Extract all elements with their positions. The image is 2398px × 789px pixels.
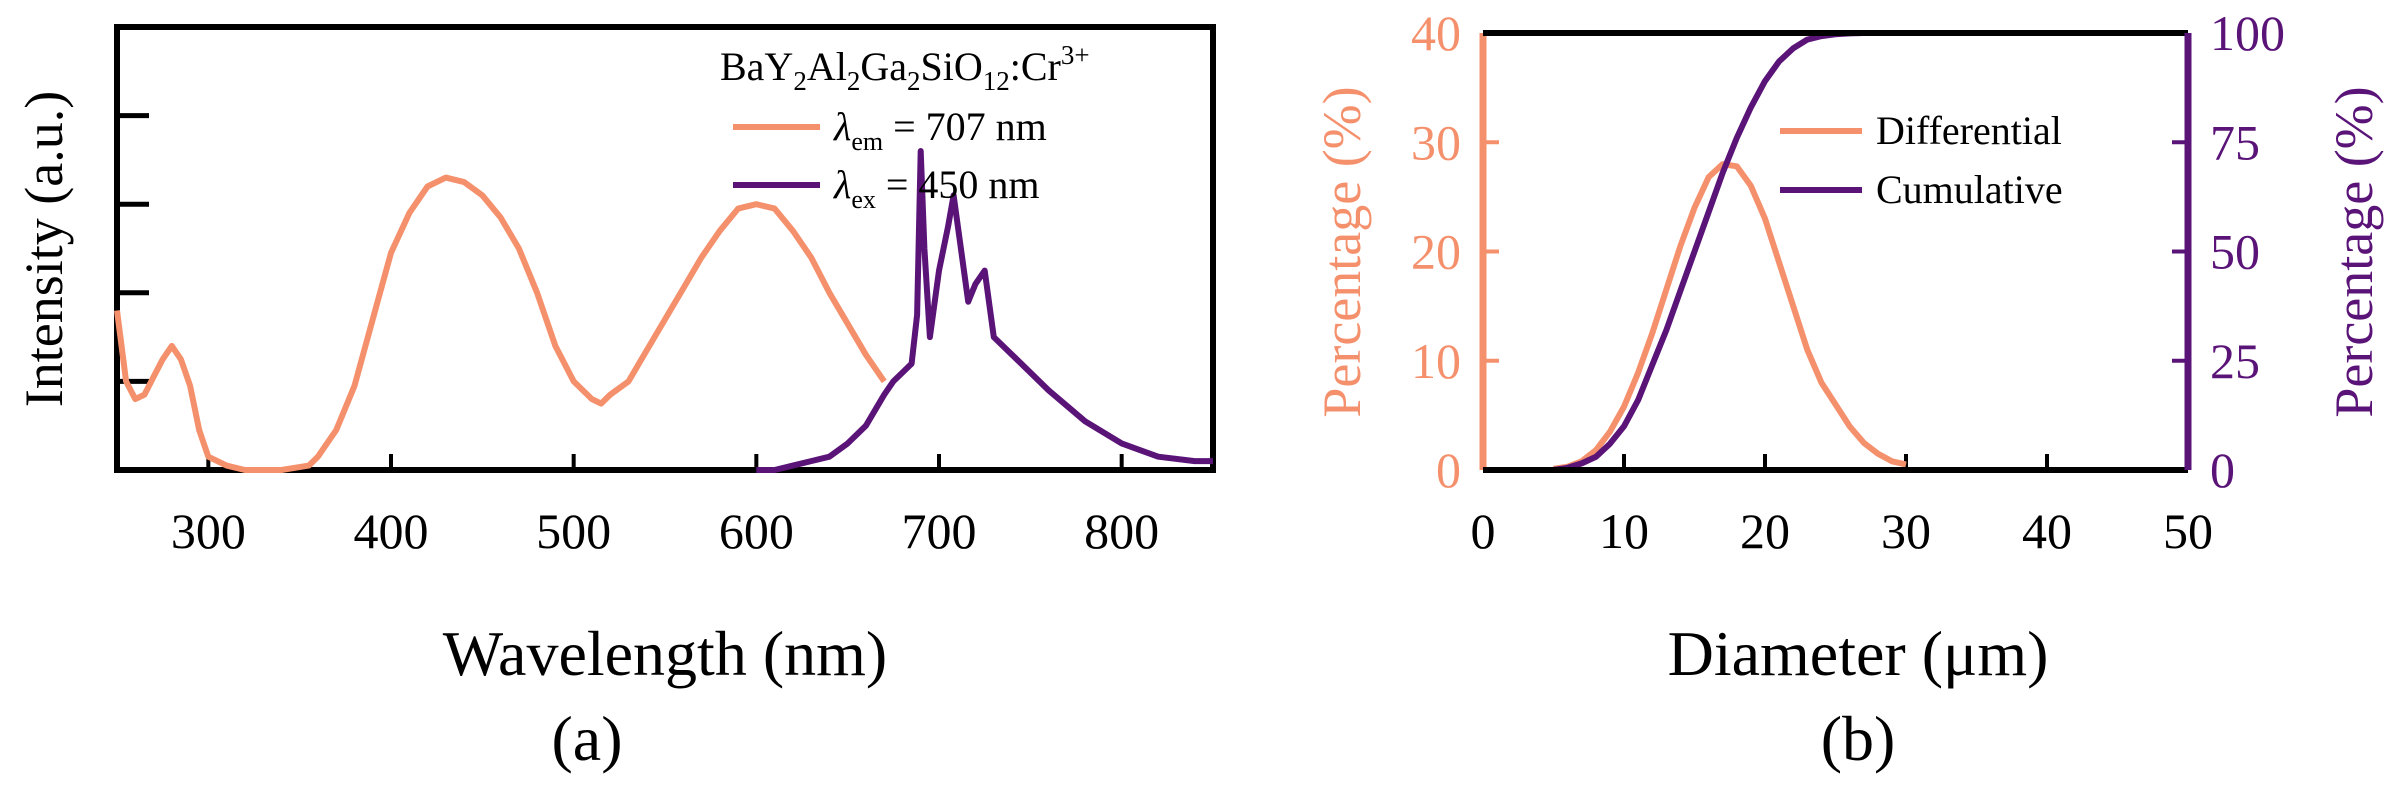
panel-a-legend-entry-emission: λex = 450 nm xyxy=(833,162,1040,214)
panel-b-cumulative-curve xyxy=(1553,30,1921,473)
panel-b-label: (b) xyxy=(1821,703,1896,774)
formula-sub-4: 12 xyxy=(983,66,1010,96)
panel-b-x-axis-label: Diameter (μm) xyxy=(1668,618,2049,689)
panel-b-left-y-tick-label: 20 xyxy=(1411,224,1461,280)
legend-lambda-ex: λ xyxy=(833,162,851,207)
formula-part-ga: Ga xyxy=(860,44,907,89)
panel-b-legend-label-differential: Differential xyxy=(1876,108,2062,153)
panel-b-x-tick-label: 10 xyxy=(1599,503,1649,559)
panel-b-series xyxy=(1553,30,1921,473)
panel-b-left-y-tick-label: 30 xyxy=(1411,114,1461,170)
panel-b-x-tick-label: 30 xyxy=(1881,503,1931,559)
panel-a-legend-entry-excitation: λem = 707 nm xyxy=(833,104,1047,156)
panel-a-plot-frame xyxy=(114,24,1216,473)
legend-text-ex: = 450 nm xyxy=(876,162,1040,207)
panel-b-left-y-tick-label: 0 xyxy=(1436,442,1461,498)
panel-a-excitation-curve xyxy=(114,174,887,473)
legend-lambda-em: λ xyxy=(833,104,851,149)
panel-a-label: (a) xyxy=(551,703,622,774)
panel-a-emission-curve xyxy=(756,148,1213,473)
formula-part-sio: SiO xyxy=(920,44,982,89)
legend-sub-em: em xyxy=(851,127,883,156)
panel-b-left-y-tick-label: 40 xyxy=(1411,5,1461,61)
panel-b-right-y-tick-label: 50 xyxy=(2210,224,2260,280)
panel-b-x-tick-label: 20 xyxy=(1740,503,1790,559)
formula-part-cr: :Cr xyxy=(1010,44,1061,89)
legend-text-em: = 707 nm xyxy=(883,104,1047,149)
panel-b-differential-curve xyxy=(1553,161,1907,472)
formula-sub-3: 2 xyxy=(907,66,921,96)
panel-b-x-tick-label: 0 xyxy=(1471,503,1496,559)
panel-b-left-y-tick-label: 10 xyxy=(1411,333,1461,389)
panel-a-x-tick-label: 700 xyxy=(902,503,977,559)
panel-a-x-axis-label: Wavelength (nm) xyxy=(443,618,887,689)
panel-b-legend-label-cumulative: Cumulative xyxy=(1876,167,2063,212)
panel-a-x-tick-label: 500 xyxy=(536,503,611,559)
panel-a: 300 400 500 600 700 800 Intensity (a.u.) Wave… xyxy=(14,24,1216,774)
panel-a-legend-sample-formula: BaY2Al2Ga2SiO12:Cr3+ xyxy=(720,40,1090,96)
panel-b-right-y-axis-label: Percentage (%) xyxy=(2324,86,2384,417)
legend-sub-ex: ex xyxy=(851,185,876,214)
panel-a-x-tick-label: 300 xyxy=(171,503,246,559)
formula-base: BaY xyxy=(720,44,793,89)
panel-a-x-tick-label: 400 xyxy=(354,503,429,559)
panel-a-y-axis-label: Intensity (a.u.) xyxy=(14,91,74,407)
formula-sub-1: 2 xyxy=(793,66,807,96)
panel-a-ticks: 300 400 500 600 700 800 xyxy=(117,113,1159,559)
panel-b-right-y-tick-label: 0 xyxy=(2210,442,2235,498)
panel-a-x-tick-label: 600 xyxy=(719,503,794,559)
panel-b-right-y-tick-label: 100 xyxy=(2210,5,2285,61)
panel-b-x-tick-label: 50 xyxy=(2163,503,2213,559)
formula-part-al: Al xyxy=(807,44,847,89)
panel-b-right-y-tick-label: 75 xyxy=(2210,114,2260,170)
formula-sub-2: 2 xyxy=(847,66,861,96)
formula-sup: 3+ xyxy=(1061,40,1090,70)
panel-a-x-tick-label: 800 xyxy=(1084,503,1159,559)
panel-b-left-y-axis-label: Percentage (%) xyxy=(1312,86,1372,417)
panel-b-x-tick-label: 40 xyxy=(2022,503,2072,559)
panel-a-series xyxy=(114,148,1213,473)
panel-b-right-y-tick-label: 25 xyxy=(2210,333,2260,389)
